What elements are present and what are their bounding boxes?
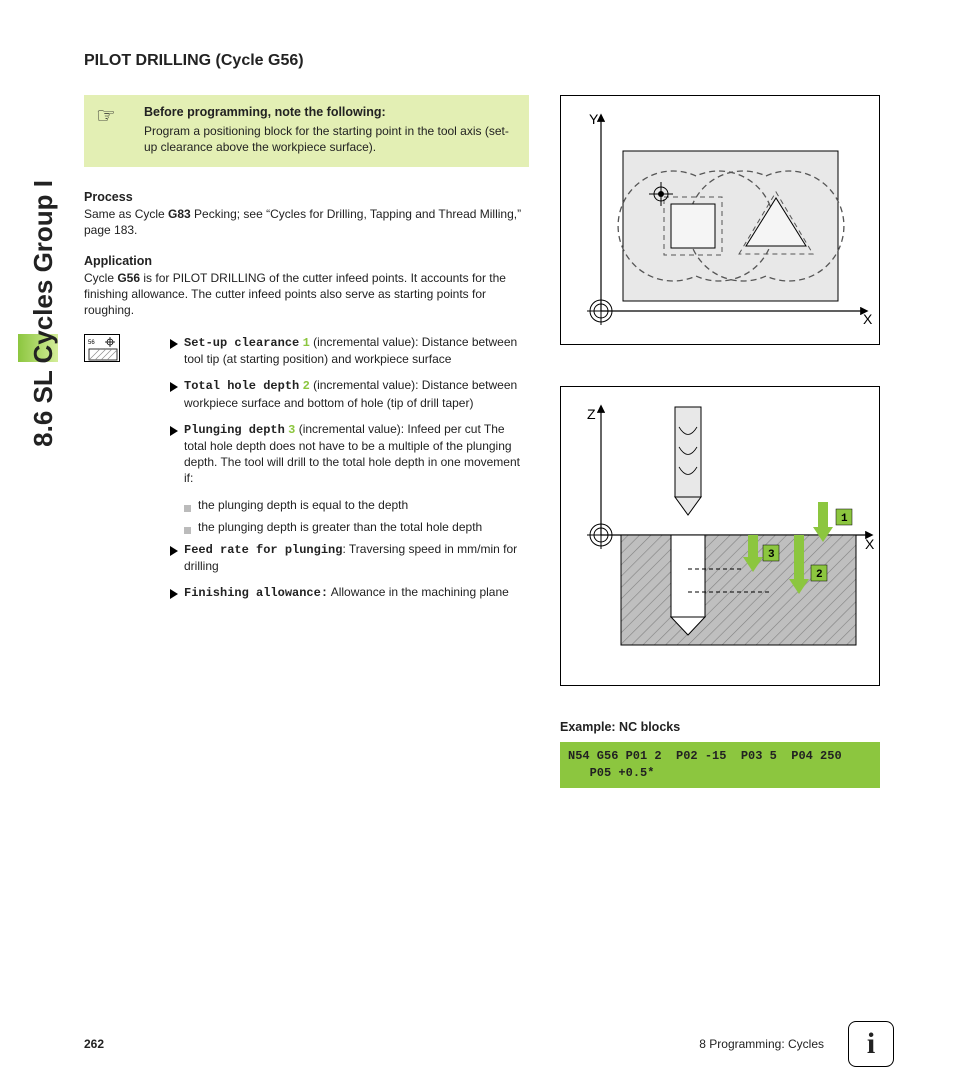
triangle-bullet-icon [170,544,178,560]
info-letter: i [867,1027,875,1061]
application-heading: Application [84,254,524,268]
note-box: ☞ Before programming, note the following… [84,95,529,167]
process-text: Same as Cycle G83 Pecking; see “Cycles f… [84,206,524,238]
param-item: Set-up clearance 1 (incremental value): … [170,334,522,367]
process-text-bold: G83 [168,207,191,221]
cycle-icon: 56 [84,334,120,362]
z-axis-label: Z [587,406,596,422]
triangle-bullet-icon [170,424,178,440]
note-title: Before programming, note the following: [144,105,517,119]
example-heading: Example: NC blocks [560,720,680,734]
param-sub-text: the plunging depth is equal to the depth [198,498,408,512]
triangle-bullet-icon [170,337,178,353]
process-heading: Process [84,190,524,204]
label-1: 1 [841,513,848,525]
param-name: Finishing allowance: [184,586,328,600]
param-item: Feed rate for plunging: Traversing speed… [170,541,522,574]
label-2: 2 [816,569,823,581]
param-name: Feed rate for plunging [184,543,342,557]
note-body: Program a positioning block for the star… [144,123,517,155]
footer-chapter: 8 Programming: Cycles [699,1037,824,1051]
param-sub-text: the plunging depth is greater than the t… [198,520,482,534]
nc-code-block: N54 G56 P01 2 P02 -15 P03 5 P04 250 P05 … [560,742,880,788]
square-bullet-icon [184,523,192,539]
figure-xy-plane: Y X [560,95,880,345]
param-number: 1 [303,336,310,350]
application-section: Application Cycle G56 is for PILOT DRILL… [84,254,524,319]
figure-zx-plane: Z X 1 [560,386,880,686]
application-text-b: is for PILOT DRILLING of the cutter infe… [84,271,506,317]
param-name: Total hole depth [184,379,299,393]
process-section: Process Same as Cycle G83 Pecking; see “… [84,190,524,238]
application-text-a: Cycle [84,271,117,285]
info-icon: i [848,1021,894,1067]
param-text: Allowance in the machining plane [328,585,509,599]
triangle-bullet-icon [170,380,178,396]
application-text: Cycle G56 is for PILOT DRILLING of the c… [84,270,524,319]
triangle-bullet-icon [170,587,178,603]
label-3: 3 [768,549,775,561]
param-item: Plunging depth 3 (incremental value): In… [170,421,522,487]
param-item: Total hole depth 2 (incremental value): … [170,377,522,410]
footer-page-number: 262 [84,1037,104,1051]
application-text-bold: G56 [117,271,140,285]
svg-text:56: 56 [88,340,95,346]
y-axis-label: Y [589,111,599,127]
params-list: Set-up clearance 1 (incremental value): … [170,334,522,611]
side-tab: 8.6 SL Cycles Group I [28,180,59,447]
square-bullet-icon [184,501,192,517]
param-name: Plunging depth [184,423,285,437]
param-number: 2 [303,379,310,393]
page-title: PILOT DRILLING (Cycle G56) [84,52,304,70]
x-axis-label-2: X [865,536,875,552]
x-axis-label: X [863,311,873,327]
param-name: Set-up clearance [184,336,299,350]
param-item: Finishing allowance: Allowance in the ma… [170,584,522,601]
param-sub-item: the plunging depth is greater than the t… [170,519,522,535]
pointing-hand-icon: ☞ [96,103,116,129]
process-text-a: Same as Cycle [84,207,168,221]
param-sub-item: the plunging depth is equal to the depth [170,497,522,513]
